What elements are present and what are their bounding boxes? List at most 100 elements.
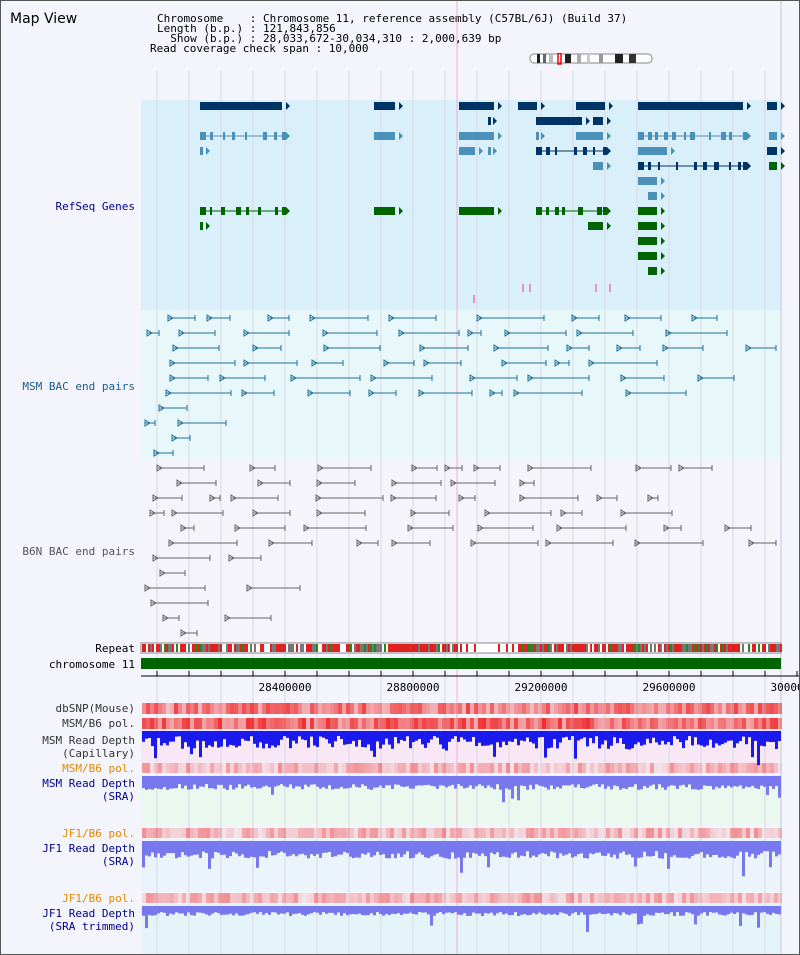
pair-end [152, 494, 159, 502]
repeat-mark [512, 644, 514, 652]
depth-bar [373, 906, 376, 916]
heat-cell [310, 718, 314, 729]
depth-bar [472, 731, 475, 737]
pair-end [303, 524, 310, 532]
heat-cell [142, 703, 146, 714]
depth-bar [445, 731, 448, 751]
heat-cell [626, 763, 630, 773]
depth-bar [481, 841, 484, 854]
depth-bar [643, 731, 646, 745]
depth-bar [592, 731, 595, 744]
heat-cell [290, 763, 294, 773]
depth-bar [205, 731, 208, 748]
depth-bar [514, 776, 517, 787]
msm-bac-pair [513, 389, 583, 397]
heat-cell [242, 703, 246, 714]
jf1-depth-sra-label-2: (SRA) [101, 855, 135, 868]
pair-end [150, 599, 157, 607]
gene-exon [536, 117, 582, 125]
heat-cell [438, 718, 442, 729]
repeat-mark [586, 644, 588, 652]
heat-cell [650, 703, 654, 714]
gene-exon [459, 207, 494, 215]
depth-bar [238, 776, 241, 785]
refseq-track-bg [141, 100, 781, 310]
depth-bar [604, 731, 607, 741]
heat-cell [230, 828, 234, 838]
depth-bar [418, 841, 421, 853]
heat-cell [334, 718, 338, 729]
depth-bar [424, 906, 427, 913]
refseq-gene [200, 222, 210, 230]
pair-end [316, 479, 323, 487]
depth-bar [694, 841, 697, 855]
map-view-title: Map View [10, 11, 78, 27]
depth-bar [463, 776, 466, 789]
pair-end [356, 539, 363, 547]
depth-bar [499, 906, 502, 912]
depth-bar [208, 906, 211, 916]
depth-bar [700, 906, 703, 914]
heat-cell [370, 828, 374, 838]
depth-bar [637, 776, 640, 790]
b6n-bac-track-bg [141, 460, 781, 640]
repeat-mark [142, 644, 144, 652]
depth-bar [391, 731, 394, 749]
depth-bar [655, 841, 658, 852]
heat-cell [346, 763, 350, 773]
repeat-mark [436, 644, 438, 652]
heat-cell [190, 893, 194, 903]
b6n-bac-pair [410, 509, 450, 517]
heat-cell [170, 763, 174, 773]
depth-bar [322, 841, 325, 853]
chromosome-ideogram[interactable] [529, 53, 654, 65]
depth-bar [457, 776, 460, 785]
depth-bar [604, 776, 607, 789]
heat-cell [410, 828, 414, 838]
depth-bar [355, 776, 358, 787]
heat-cell [510, 763, 514, 773]
depth-bar [439, 841, 442, 857]
depth-bar [244, 906, 247, 915]
depth-bar [628, 776, 631, 787]
refseq-genes-track [200, 102, 785, 303]
depth-bar [199, 731, 202, 758]
gene-exon [664, 132, 668, 140]
depth-bar [649, 906, 652, 916]
gene-exon [583, 147, 587, 155]
heat-cell [582, 763, 586, 773]
depth-bar [328, 841, 331, 852]
depth-bar [748, 776, 751, 788]
repeat-mark [772, 644, 774, 652]
depth-bar [181, 841, 184, 853]
gene-exon [275, 207, 278, 215]
depth-bar [346, 731, 349, 745]
heat-cell [586, 828, 590, 838]
depth-bar [580, 731, 583, 739]
depth-bar [619, 906, 622, 916]
heat-cell [438, 828, 442, 838]
heat-cell [510, 703, 514, 714]
repeat-mark [148, 644, 150, 652]
heat-cell [286, 828, 290, 838]
pair-end [556, 524, 563, 532]
heat-cell [538, 893, 542, 903]
pair-end [307, 389, 314, 397]
heat-cell [678, 893, 682, 903]
depth-bar [190, 731, 193, 755]
depth-bar [280, 841, 283, 852]
heat-cell [554, 703, 558, 714]
depth-bar [361, 776, 364, 785]
depth-bar [676, 776, 679, 789]
refseq-gene [459, 147, 483, 155]
depth-bar [538, 731, 541, 738]
depth-bar [571, 776, 574, 785]
heat-cell [410, 763, 414, 773]
heat-cell [378, 703, 382, 714]
depth-bar [208, 841, 211, 869]
heat-cell [502, 718, 506, 729]
depth-bar [550, 841, 553, 852]
repeat-mark [538, 644, 540, 652]
depth-bar [736, 906, 739, 913]
